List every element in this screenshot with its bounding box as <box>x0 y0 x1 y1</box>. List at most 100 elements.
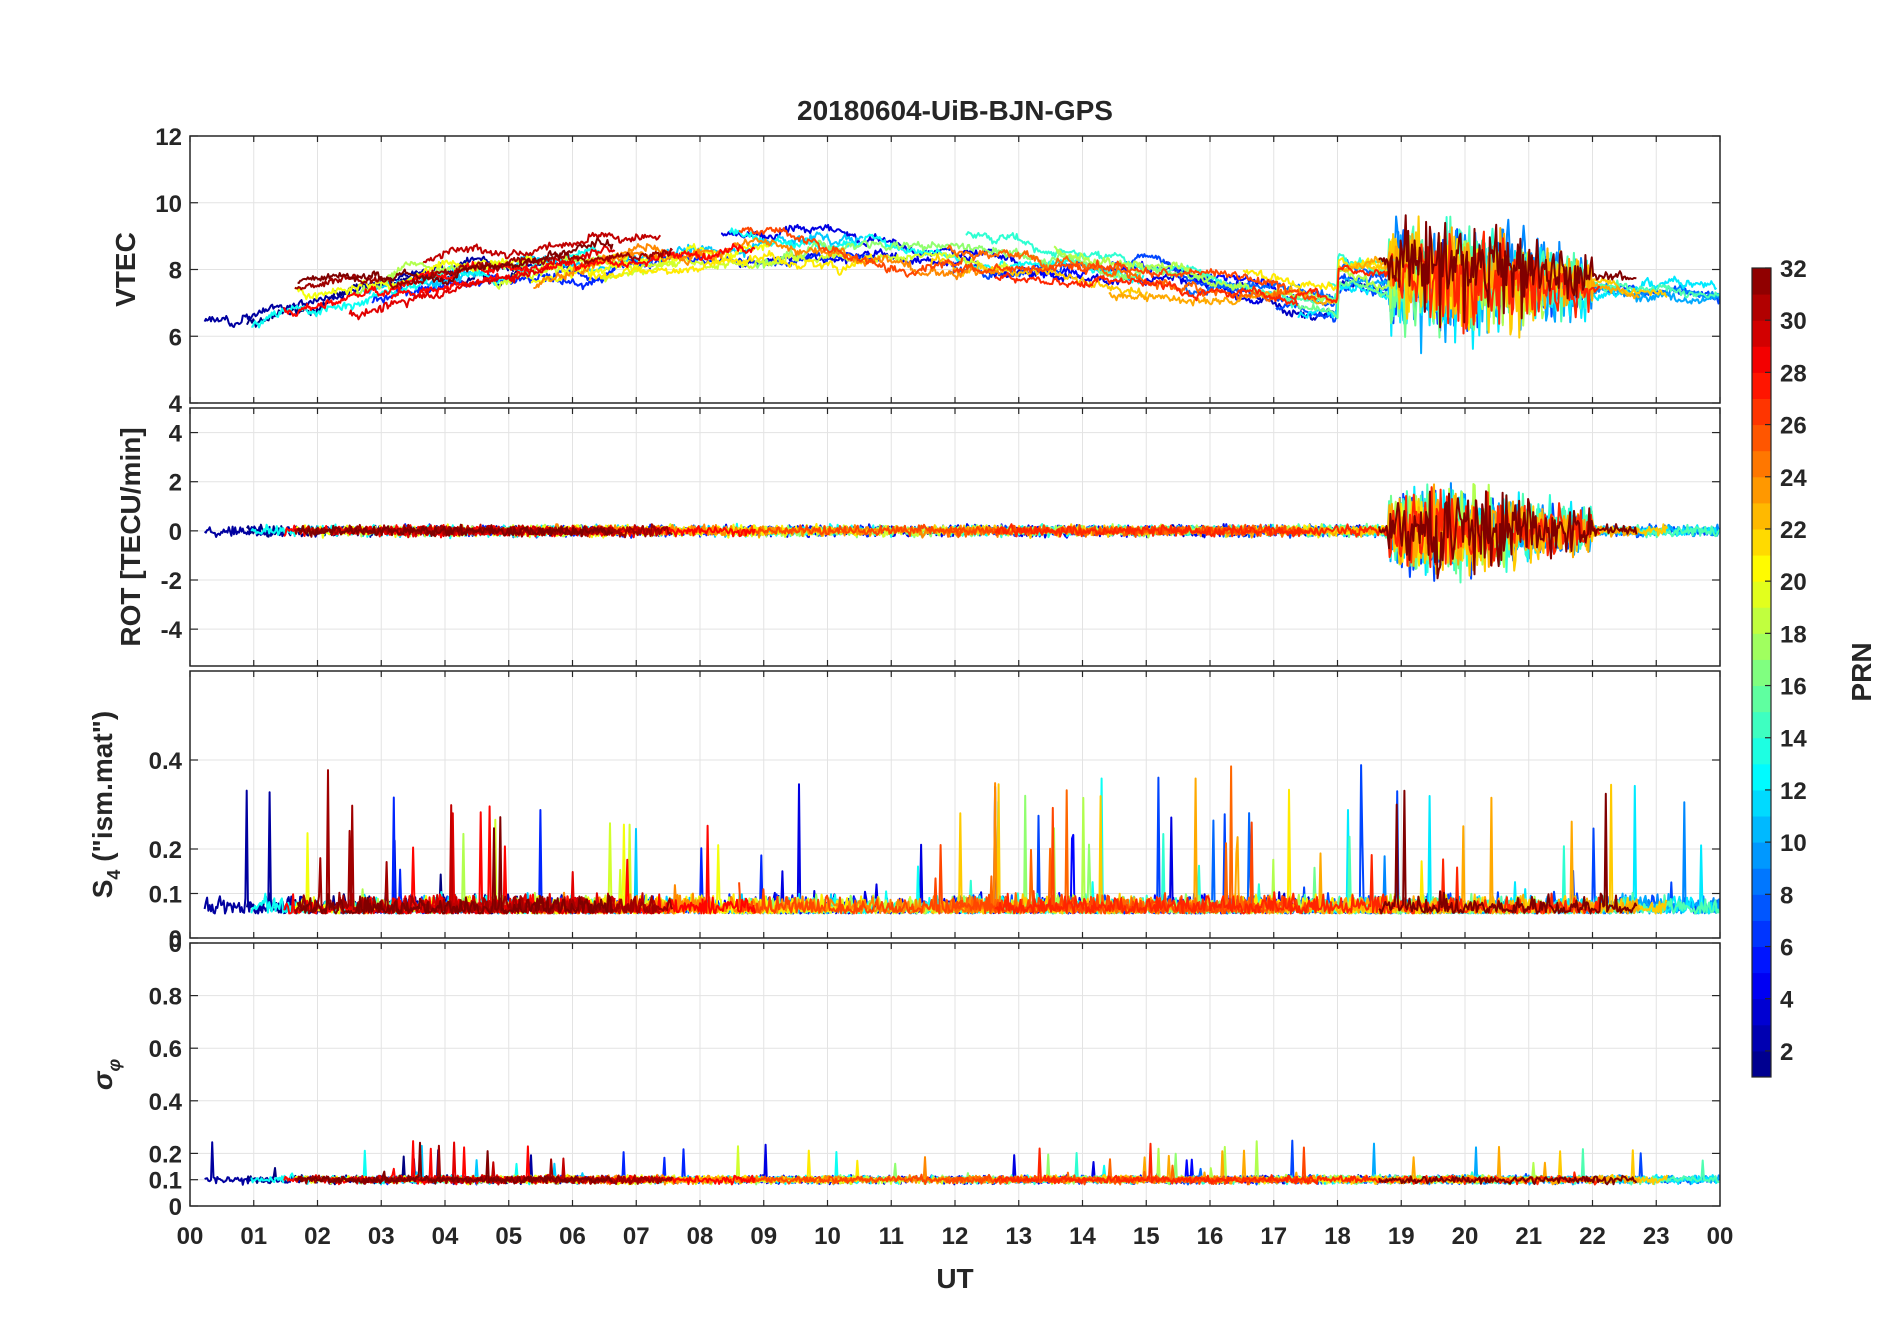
panel-s4-y-ticks: 0 0.1 0.2 0.4 <box>149 748 183 953</box>
colorbar-band <box>1752 581 1771 608</box>
colorbar-band <box>1752 633 1771 660</box>
colorbar-band <box>1752 763 1771 791</box>
x-tick-label: 11 <box>879 1223 904 1250</box>
y-tick-label: 0.1 <box>149 882 182 909</box>
colorbar-bands <box>1752 268 1771 1078</box>
prn-26-series-line <box>738 226 964 278</box>
x-tick-label: 00 <box>1707 1223 1734 1250</box>
panel-s4-frame <box>189 670 1721 939</box>
x-tick-label: 17 <box>1260 1223 1287 1250</box>
y-tick-label: 0.6 <box>149 1036 182 1063</box>
colorbar-band <box>1752 737 1771 765</box>
panel-rot: -4 -2 0 2 4 ROT [TECU/min] <box>115 407 1721 667</box>
panel-rot-frame <box>189 407 1721 667</box>
prn-24-series-line <box>579 237 1001 281</box>
prn-32-series-line <box>1377 490 1638 580</box>
x-tick-label: 23 <box>1643 1223 1670 1250</box>
y-tick-label: 0 <box>169 926 182 953</box>
prn-27-series-line <box>1289 230 1601 335</box>
colorbar-tick-label: 2 <box>1780 1039 1793 1066</box>
colorbar-band <box>1752 268 1771 295</box>
prn-27-series-line <box>994 271 1299 307</box>
x-tick-label: 00 <box>177 1223 204 1250</box>
y-tick-label: 0.2 <box>149 1141 182 1168</box>
panel-sigma-phi-y-ticks: 00.10.20.40.60.80 <box>149 931 183 1221</box>
prn-27-series-line <box>994 1142 1299 1185</box>
prn-32-series-line <box>1378 214 1637 329</box>
panel-s4: 0 0.1 0.2 0.4 S4 ("ism.mat") <box>87 670 1721 953</box>
x-tick-label: 03 <box>368 1223 395 1250</box>
colorbar-band <box>1752 789 1771 817</box>
colorbar-band <box>1752 372 1771 399</box>
x-axis-ticks: 00 01 02 03 04 05 06 07 08 09 10 11 12 13 14 15 16 17 18 19… <box>177 1223 1734 1250</box>
y-tick-label: 0.4 <box>149 1089 183 1116</box>
colorbar-band <box>1752 450 1771 478</box>
colorbar-band <box>1752 972 1771 1000</box>
colorbar-label: PRN <box>1846 642 1877 701</box>
colorbar-band <box>1752 320 1771 347</box>
colorbar-band <box>1752 946 1771 974</box>
colorbar-band <box>1752 711 1771 739</box>
colorbar-tick-label: 18 <box>1780 621 1807 648</box>
prn-31-series-line <box>293 769 674 915</box>
y-tick-label: 0.1 <box>149 1168 182 1195</box>
prn-31-series-line <box>293 523 673 539</box>
colorbar-band <box>1752 920 1771 948</box>
x-tick-label: 10 <box>814 1223 841 1250</box>
x-tick-label: 21 <box>1515 1223 1542 1250</box>
y-tick-label: 12 <box>155 124 182 151</box>
colorbar-tick-label: 28 <box>1780 360 1807 387</box>
colorbar-tick-label: 12 <box>1780 778 1807 805</box>
x-tick-label: 14 <box>1069 1223 1096 1250</box>
colorbar-band <box>1752 685 1771 713</box>
x-tick-label: 15 <box>1133 1223 1160 1250</box>
y-tick-label: 0 <box>169 519 182 546</box>
colorbar-frame <box>1751 267 1772 1078</box>
prn-26-series-line <box>738 1173 964 1185</box>
prn-32-series-line <box>296 816 614 915</box>
colorbar-band <box>1752 868 1771 895</box>
panel-vtec-y-ticks: 4 6 8 10 12 <box>155 124 182 418</box>
panel-s4-series <box>203 764 1720 915</box>
colorbar-band <box>1752 555 1771 582</box>
colorbar-tick-label: 24 <box>1780 465 1807 492</box>
panel-sigma-phi: 00.10.20.40.60.80 σφ <box>87 931 1721 1221</box>
colorbar-tick-label: 22 <box>1780 517 1807 544</box>
y-tick-label: 0 <box>169 1194 182 1221</box>
x-axis-label: UT <box>936 1263 973 1294</box>
panel-vtec-y-label: VTEC <box>110 232 141 307</box>
prn-26-series-line <box>738 844 964 915</box>
colorbar-band <box>1752 894 1771 921</box>
y-tick-label: 8 <box>169 258 182 285</box>
panel-vtec: 4 6 8 10 12 VTEC <box>110 124 1721 418</box>
prn-26-series-line <box>738 523 964 537</box>
colorbar-band <box>1752 528 1771 556</box>
x-tick-label: 06 <box>559 1223 586 1250</box>
y-tick-label: -4 <box>161 617 183 644</box>
prn-30-series-line <box>422 231 662 264</box>
colorbar-tick-label: 26 <box>1780 413 1807 440</box>
colorbar-band <box>1752 816 1771 843</box>
colorbar-tick-label: 6 <box>1780 935 1793 962</box>
y-tick-label: 4 <box>169 391 183 418</box>
colorbar-band <box>1752 1050 1771 1078</box>
prn-18-series-line <box>1053 796 1545 915</box>
y-tick-label: 10 <box>155 191 182 218</box>
x-tick-label: 07 <box>623 1223 650 1250</box>
prn-7-series-line <box>1275 790 1720 915</box>
panel-rot-y-ticks: -4 -2 0 2 4 <box>161 421 183 645</box>
x-tick-label: 08 <box>687 1223 714 1250</box>
colorbar-band <box>1752 998 1771 1026</box>
panel-sigma-phi-series <box>204 1139 1720 1186</box>
colorbar-tick-label: 14 <box>1780 726 1807 753</box>
panel-sigma-phi-frame <box>189 942 1721 1207</box>
prn-27-series-line <box>994 891 1299 915</box>
colorbar-tick-label: 4 <box>1780 987 1794 1014</box>
colorbar-band <box>1752 346 1771 373</box>
y-tick-label: -2 <box>161 568 182 595</box>
prn-28-series-line <box>283 260 530 317</box>
colorbar-band <box>1752 502 1771 530</box>
y-tick-label: 2 <box>169 470 182 497</box>
